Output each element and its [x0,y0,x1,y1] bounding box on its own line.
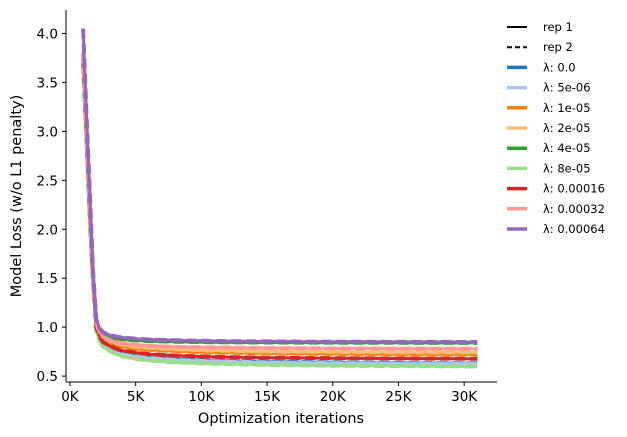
legend-label: λ: 5e-06 [543,81,591,95]
legend-label: λ: 8e-05 [543,161,591,175]
x-tick-label: 20K [320,389,347,405]
legend: rep 1 rep 2 λ: 0.0 λ: 5e-06 λ: 1e-05 λ: 2e-05… [507,20,605,236]
y-tick-label: 0.5 [37,369,58,385]
series-line-rep2-8 [81,28,478,344]
series-line-rep1-1 [81,53,478,366]
plot-lines [81,28,478,369]
series-line-rep1-6 [81,53,478,361]
legend-label: λ: 0.00032 [543,202,605,216]
series-line-rep1-5 [81,53,478,368]
legend-label: rep 2 [543,40,573,54]
y-tick-label: 3.0 [37,124,58,140]
legend-label: λ: 0.0 [543,60,576,74]
x-tick-label: 30K [451,389,478,405]
y-tick-label: 4.0 [37,26,58,42]
series-line-rep2-3 [81,53,478,355]
y-axis-label: Model Loss (w/o L1 penalty) [9,95,25,298]
x-tick-label: 10K [188,389,215,405]
legend-label: λ: 0.00064 [543,222,605,236]
legend-label: λ: 1e-05 [543,101,591,115]
series-line-rep2-7 [81,53,478,351]
series-line-rep2-1 [81,53,478,366]
legend-label: λ: 4e-05 [543,141,591,155]
y-ticks: 0.5 1.0 1.5 2.0 2.5 3.0 3.5 4.0 [37,26,66,385]
x-tick-label: 0K [61,389,80,405]
y-tick-label: 1.0 [37,320,58,336]
series-line-rep1-4 [81,62,478,345]
series-line-rep2-2 [81,53,478,357]
x-axis-label: Optimization iterations [198,411,364,427]
series-line-rep1-0 [81,53,478,365]
axes [65,10,497,383]
legend-label: λ: 2e-05 [543,121,591,135]
x-ticks: 0K 5K 10K 15K 20K 25K 30K [61,382,478,405]
y-tick-label: 3.5 [37,75,58,91]
x-tick-label: 5K [127,389,146,405]
series-line-rep2-0 [81,53,478,366]
x-tick-label: 15K [254,389,281,405]
y-tick-label: 2.5 [37,173,58,189]
legend-label: λ: 0.00016 [543,182,605,196]
series-line-rep2-6 [81,53,478,361]
y-tick-label: 1.5 [37,271,58,287]
series-line-rep1-2 [81,53,478,356]
series-line-rep1-8 [81,28,478,344]
x-tick-label: 25K [385,389,412,405]
legend-label: rep 1 [543,20,573,34]
y-tick-label: 2.0 [37,222,58,238]
series-line-rep1-7 [81,53,478,351]
series-line-rep1-3 [81,53,478,354]
series-line-rep2-5 [81,53,478,369]
series-line-rep2-4 [81,62,478,345]
